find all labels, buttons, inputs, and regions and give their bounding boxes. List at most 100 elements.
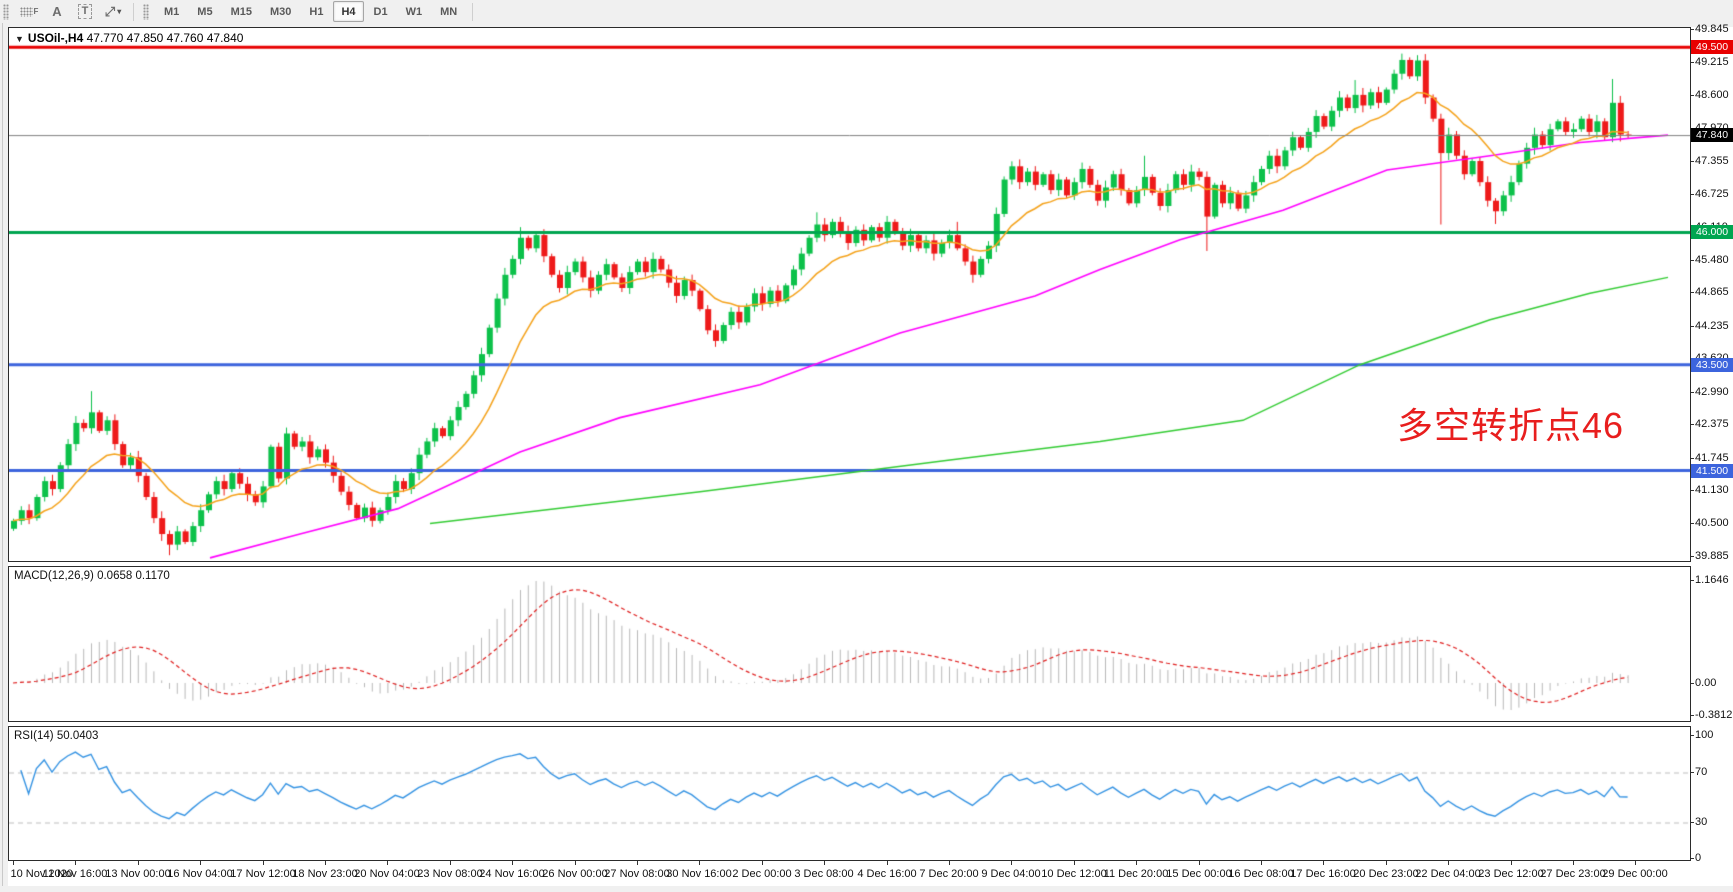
rsi-label: RSI(14) 50.0403 [14,730,99,742]
time-tick-mark [13,861,14,865]
rsi-axis-label: 0 [1695,852,1702,864]
toolbar-separator-2 [472,2,474,21]
time-tick-label: 11 Dec 20:00 [1103,868,1169,880]
text-label-icon[interactable]: A [52,4,62,19]
time-tick-mark [1011,861,1012,865]
price-tick-label: 41.745 [1695,452,1729,464]
rsi-canvas[interactable] [9,727,1690,860]
price-chart-canvas[interactable] [9,28,1690,561]
time-tick-label: 26 Nov 00:00 [542,868,608,880]
price-tick-mark [1691,161,1694,162]
rsi-panel[interactable]: RSI(14) 50.0403 [8,726,1691,861]
window-top-border [0,23,1733,27]
time-tick-label: 10 Dec 12:00 [1041,868,1107,880]
timeframe-button-w1[interactable]: W1 [405,5,423,18]
time-tick-mark [1323,861,1324,865]
time-tick-label: 16 Dec 08:00 [1228,868,1294,880]
price-tick-mark [1691,490,1694,491]
price-tick-label: 44.235 [1695,320,1729,332]
timeframe-button-m15[interactable]: M15 [230,5,252,18]
time-tick-mark [75,861,76,865]
timeframe-button-m5[interactable]: M5 [197,5,213,18]
time-tick-label: 30 Nov 16:00 [666,868,732,880]
time-tick-label: 16 Nov 04:00 [167,868,233,880]
timeframe-button-h4[interactable]: H4 [333,1,364,22]
price-level-badge: 41.500 [1691,464,1733,478]
text-box-icon[interactable]: T [72,1,98,22]
macd-values: 0.0658 0.1170 [97,570,170,582]
chevron-down-icon[interactable]: ▾ [117,7,122,16]
time-tick-mark [637,861,638,865]
time-tick-label: 15 Dec 00:00 [1166,868,1232,880]
time-tick-mark [575,861,576,865]
macd-axis-label: 1.1646 [1695,574,1729,586]
dotted-grid-glyph [19,6,33,17]
time-tick-label: 23 Nov 08:00 [417,868,483,880]
timeframe-button-h1[interactable]: H1 [309,5,324,18]
rsi-axis-label: 100 [1695,729,1714,741]
time-tick-mark [450,861,451,865]
time-tick-label: 11 Nov 16:00 [42,868,108,880]
time-tick-mark [1199,861,1200,865]
price-tick-label: 48.600 [1695,89,1729,101]
price-tick-label: 45.480 [1695,254,1729,266]
time-tick-mark [325,861,326,865]
macd-canvas[interactable] [9,567,1690,721]
price-chart-panel[interactable]: ▼ USOil-,H4 47.770 47.850 47.760 47.840 多… [8,27,1691,562]
time-tick-mark [1511,861,1512,865]
toolbar-drag-handle[interactable] [3,3,9,20]
time-tick-mark [263,861,264,865]
time-tick-label: 7 Dec 20:00 [919,868,979,880]
time-tick-label: 17 Nov 12:00 [230,868,296,880]
current-price-badge: 47.840 [1691,128,1733,142]
price-tick-mark [1691,392,1694,393]
time-tick-label: 4 Dec 16:00 [857,868,917,880]
price-level-badge: 43.500 [1691,358,1733,372]
timeframe-button-group: M1 M5 M15 M30 H1 H4 D1 W1 MN [155,1,466,22]
price-tick-mark [1691,29,1694,30]
cursor-arrows-icon[interactable]: ⤢ ▾ [104,3,122,19]
ohlc-values: 47.770 47.850 47.760 47.840 [86,31,244,45]
time-tick-label: 10 Nov 2020 [10,868,73,880]
time-tick-label: 9 Dec 04:00 [981,868,1041,880]
time-tick-mark [887,861,888,865]
rsi-axis-label: 30 [1695,816,1708,828]
price-tick-mark [1691,260,1694,261]
price-level-badge: 49.500 [1691,40,1733,54]
timeframe-button-d1[interactable]: D1 [373,5,388,18]
window-bottom-border [0,886,1733,892]
time-tick-mark [138,861,139,865]
time-tick-label: 29 Dec 00:00 [1602,868,1668,880]
time-tick-mark [762,861,763,865]
price-axis[interactable]: 49.84549.21548.60047.97047.35546.72546.1… [1691,23,1733,866]
price-tick-label: 49.215 [1695,56,1729,68]
time-tick-label: 13 Nov 00:00 [105,868,171,880]
time-tick-label: 2 Dec 00:00 [732,868,792,880]
dotted-grid-icon[interactable]: F [16,1,42,22]
time-tick-label: 20 Dec 23:00 [1353,868,1419,880]
price-tick-mark [1691,458,1694,459]
time-tick-mark [512,861,513,865]
timeframe-button-m1[interactable]: M1 [164,5,180,18]
price-tick-mark [1691,292,1694,293]
timeframe-group-handle[interactable] [143,3,149,20]
rsi-tick-mark [1691,822,1694,823]
time-axis[interactable]: 10 Nov 2020 11 Nov 16:00 13 Nov 00:00 16 No… [8,861,1733,886]
price-tick-label: 42.990 [1695,386,1729,398]
rsi-tick-mark [1691,735,1694,736]
time-tick-mark [949,861,950,865]
timeframe-button-mn[interactable]: MN [440,5,458,18]
one-click-trading-arrow[interactable]: ▼ [15,34,24,44]
price-tick-label: 39.885 [1695,550,1729,562]
timeframe-button-m30[interactable]: M30 [269,5,292,18]
macd-label: MACD(12,26,9) 0.0658 0.1170 [14,570,170,582]
time-tick-mark [1573,861,1574,865]
price-tick-label: 40.500 [1695,517,1729,529]
time-tick-mark [1635,861,1636,865]
time-tick-mark [1386,861,1387,865]
time-tick-mark [1136,861,1137,865]
macd-panel[interactable]: MACD(12,26,9) 0.0658 0.1170 [8,566,1691,722]
time-tick-label: 3 Dec 08:00 [794,868,854,880]
price-tick-mark [1691,326,1694,327]
